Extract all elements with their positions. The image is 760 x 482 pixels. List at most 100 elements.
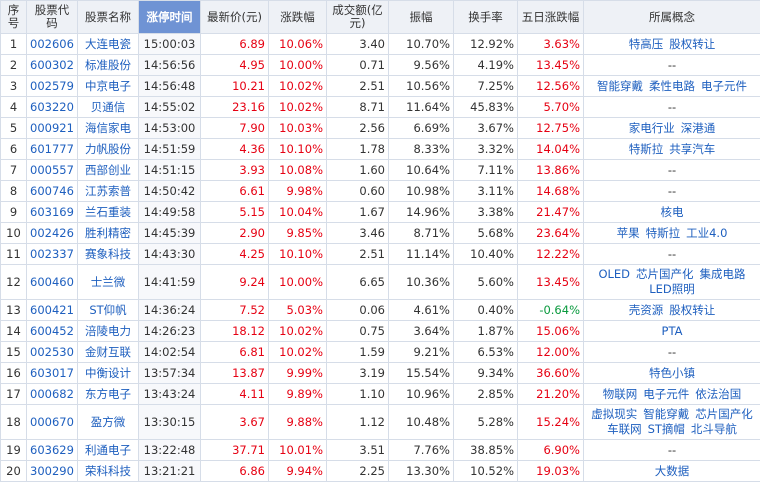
stock-code-link[interactable]: 600421 bbox=[27, 300, 78, 321]
header-stock-code[interactable]: 股票代码 bbox=[27, 1, 78, 34]
concept-tag-link[interactable]: 壳资源 bbox=[629, 303, 664, 317]
concept-tag-link[interactable]: 股权转让 bbox=[669, 37, 715, 51]
concept-tag-link[interactable]: 深港通 bbox=[681, 121, 716, 135]
stock-name-link[interactable]: 中衡设计 bbox=[78, 363, 139, 384]
concept-tag-link[interactable]: 电子元件 bbox=[701, 79, 747, 93]
concept-tag-link[interactable]: ST摘帽 bbox=[648, 422, 685, 436]
concept-tag-link[interactable]: 特斯拉 bbox=[629, 142, 664, 156]
stock-code-link[interactable]: 300290 bbox=[27, 461, 78, 482]
header-amplitude[interactable]: 振幅 bbox=[389, 1, 454, 34]
concept-tag-link[interactable]: 共享汽车 bbox=[669, 142, 715, 156]
stock-code-link[interactable]: 000921 bbox=[27, 118, 78, 139]
concept-tag-link[interactable]: 苹果 bbox=[617, 226, 640, 240]
stock-code-link[interactable]: 601777 bbox=[27, 139, 78, 160]
concept-tag-link[interactable]: 智能穿戴 bbox=[597, 79, 643, 93]
concept-tag-link[interactable]: 芯片国产化 bbox=[636, 267, 694, 281]
concept-tag-link[interactable]: 股权转让 bbox=[669, 303, 715, 317]
stock-code-link[interactable]: 600746 bbox=[27, 181, 78, 202]
header-turnover-rate[interactable]: 换手率 bbox=[454, 1, 518, 34]
concept-tag-link[interactable]: 核电 bbox=[661, 205, 684, 219]
stock-code-link[interactable]: 600460 bbox=[27, 265, 78, 300]
stock-name-link[interactable]: 大连电瓷 bbox=[78, 34, 139, 55]
stock-name-link[interactable]: 利通电子 bbox=[78, 440, 139, 461]
header-change-percent[interactable]: 涨跌幅 bbox=[269, 1, 327, 34]
stock-code-link[interactable]: 603220 bbox=[27, 97, 78, 118]
stock-name-link[interactable]: 胜利精密 bbox=[78, 223, 139, 244]
stock-name-link[interactable]: 荣科科技 bbox=[78, 461, 139, 482]
concept-tag-link[interactable]: 车联网 bbox=[607, 422, 642, 436]
concept-tag-link[interactable]: 工业4.0 bbox=[686, 226, 727, 240]
stock-name-link[interactable]: 赛象科技 bbox=[78, 244, 139, 265]
stock-code-link[interactable]: 603017 bbox=[27, 363, 78, 384]
stock-name-link[interactable]: ST仰帆 bbox=[78, 300, 139, 321]
stock-code-link[interactable]: 000670 bbox=[27, 405, 78, 440]
stock-name-link[interactable]: 江苏索普 bbox=[78, 181, 139, 202]
concept-tag-link[interactable]: 芯片国产化 bbox=[695, 407, 753, 421]
header-concepts[interactable]: 所属概念 bbox=[584, 1, 760, 34]
concept-tag-link[interactable]: 家电行业 bbox=[629, 121, 675, 135]
concept-tag-link[interactable]: 智能穿戴 bbox=[643, 407, 689, 421]
stock-code-link[interactable]: 002606 bbox=[27, 34, 78, 55]
concept-tag-link[interactable]: OLED bbox=[598, 267, 630, 281]
stock-code-link[interactable]: 000682 bbox=[27, 384, 78, 405]
stock-name-link[interactable]: 金财互联 bbox=[78, 342, 139, 363]
concept-tag-link[interactable]: 电子元件 bbox=[643, 387, 689, 401]
stock-name-link[interactable]: 盈方微 bbox=[78, 405, 139, 440]
stock-name-link[interactable]: 东方电子 bbox=[78, 384, 139, 405]
header-limit-up-time[interactable]: 涨停时间 bbox=[139, 1, 201, 34]
concept-tag-link[interactable]: 柔性电路 bbox=[649, 79, 695, 93]
concept-tag-link[interactable]: 北斗导航 bbox=[691, 422, 737, 436]
stock-code-link[interactable]: 002530 bbox=[27, 342, 78, 363]
stock-code-link[interactable]: 603629 bbox=[27, 440, 78, 461]
concept-tag-link[interactable]: 集成电路 bbox=[700, 267, 746, 281]
stock-code-link[interactable]: 600302 bbox=[27, 55, 78, 76]
stock-name-link[interactable]: 兰石重装 bbox=[78, 202, 139, 223]
stock-code-link[interactable]: 000557 bbox=[27, 160, 78, 181]
concept-tag-link[interactable]: 特斯拉 bbox=[646, 226, 681, 240]
stock-name-link[interactable]: 涪陵电力 bbox=[78, 321, 139, 342]
stock-name-link[interactable]: 中京电子 bbox=[78, 76, 139, 97]
stock-code-link[interactable]: 002426 bbox=[27, 223, 78, 244]
concept-tag-link[interactable]: PTA bbox=[662, 324, 683, 338]
header-five-day-change[interactable]: 五日涨跌幅 bbox=[518, 1, 584, 34]
stock-name-link[interactable]: 力帆股份 bbox=[78, 139, 139, 160]
stock-code-link[interactable]: 600452 bbox=[27, 321, 78, 342]
header-index[interactable]: 序号 bbox=[1, 1, 27, 34]
concept-tag-link[interactable]: 物联网 bbox=[603, 387, 638, 401]
header-latest-price[interactable]: 最新价(元) bbox=[201, 1, 269, 34]
concept-tag-link[interactable]: 大数据 bbox=[655, 464, 690, 478]
stock-name-link[interactable]: 海信家电 bbox=[78, 118, 139, 139]
concept-tag-link[interactable]: 特色小镇 bbox=[649, 366, 695, 380]
concept-tag-link[interactable]: 依法治国 bbox=[695, 387, 741, 401]
stock-code-link[interactable]: 603169 bbox=[27, 202, 78, 223]
concept-tag-link[interactable]: 虚拟现实 bbox=[591, 407, 637, 421]
stock-code-link[interactable]: 002579 bbox=[27, 76, 78, 97]
header-stock-name[interactable]: 股票名称 bbox=[78, 1, 139, 34]
stock-name-link[interactable]: 西部创业 bbox=[78, 160, 139, 181]
concept-tag-link[interactable]: 特高压 bbox=[629, 37, 664, 51]
concept-tag-link[interactable]: LED照明 bbox=[649, 282, 695, 296]
stock-name-link[interactable]: 士兰微 bbox=[78, 265, 139, 300]
stock-code-link[interactable]: 002337 bbox=[27, 244, 78, 265]
stock-name-link[interactable]: 贝通信 bbox=[78, 97, 139, 118]
stock-name-link[interactable]: 标准股份 bbox=[78, 55, 139, 76]
